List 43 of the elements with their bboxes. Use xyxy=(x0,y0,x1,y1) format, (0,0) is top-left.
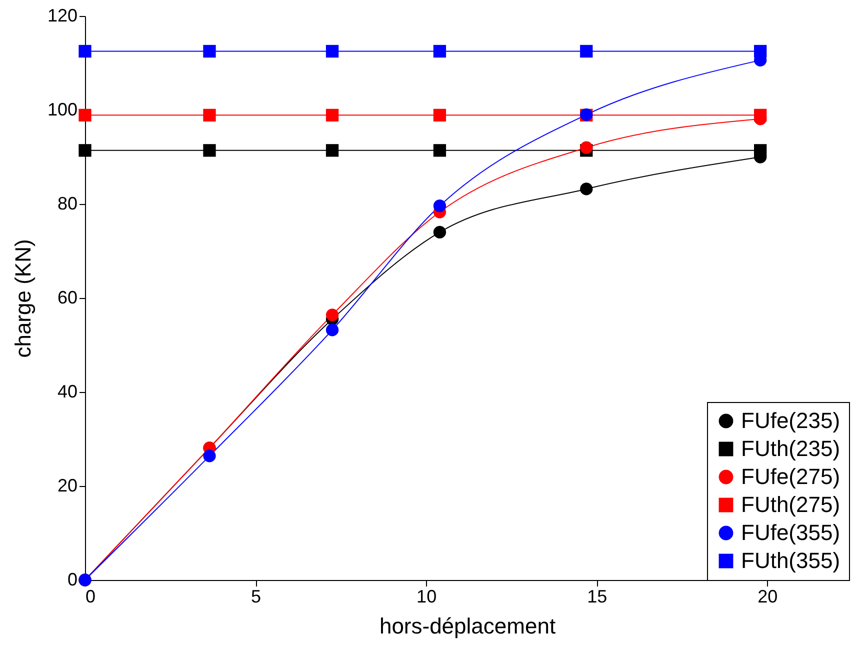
point xyxy=(754,44,767,58)
y-tick-label: 60 xyxy=(57,288,78,308)
point xyxy=(326,324,339,336)
point xyxy=(78,44,92,58)
legend-label: FUth(275) xyxy=(741,492,840,517)
x-tick-label: 20 xyxy=(758,586,778,606)
y-tick-label: 20 xyxy=(57,476,78,496)
point xyxy=(754,108,767,122)
y-axis-title: charge (KN) xyxy=(10,239,36,358)
point xyxy=(203,144,216,157)
x-tick-label: 15 xyxy=(587,586,608,606)
x-axis-title: hors-déplacement xyxy=(379,614,556,638)
y-tick-label: 100 xyxy=(47,100,78,120)
y-tick-label: 120 xyxy=(47,6,78,26)
legend-label: FUfe(355) xyxy=(741,520,840,545)
point xyxy=(203,44,216,58)
point xyxy=(78,144,92,157)
legend-label: FUth(355) xyxy=(741,548,840,573)
x-tick-label: 10 xyxy=(416,586,437,606)
y-tick-label: 40 xyxy=(57,382,78,402)
point xyxy=(326,144,339,157)
x-tick-label: 5 xyxy=(251,586,262,606)
point xyxy=(433,144,446,157)
point xyxy=(326,308,339,322)
legend-label: FUfe(275) xyxy=(741,464,840,489)
point xyxy=(326,108,339,122)
point xyxy=(326,44,339,58)
y-tick-label: 80 xyxy=(57,194,78,214)
point xyxy=(433,200,446,212)
point xyxy=(433,108,446,122)
y-tick-label: 0 xyxy=(67,570,78,590)
point xyxy=(203,450,216,462)
point xyxy=(580,44,593,58)
point xyxy=(433,44,446,58)
legend-label: FUfe(235) xyxy=(741,408,840,433)
point xyxy=(754,144,767,157)
x-tick-label: 0 xyxy=(86,586,96,606)
legend-label: FUth(235) xyxy=(741,436,840,461)
point xyxy=(78,108,92,122)
point xyxy=(580,141,593,154)
point xyxy=(580,182,593,196)
point xyxy=(433,226,446,239)
point xyxy=(203,108,216,122)
